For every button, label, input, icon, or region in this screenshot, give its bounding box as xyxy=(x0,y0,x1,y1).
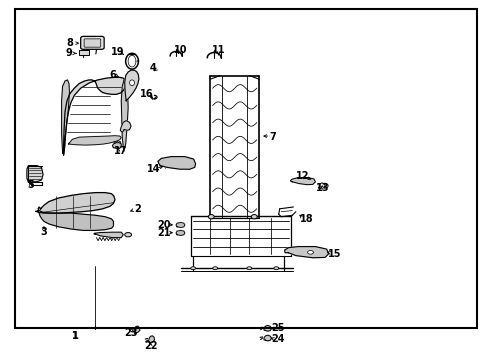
Bar xyxy=(15,9,476,328)
Polygon shape xyxy=(27,166,43,182)
Ellipse shape xyxy=(124,233,131,237)
Text: 2: 2 xyxy=(134,204,141,214)
FancyBboxPatch shape xyxy=(79,50,88,55)
Text: 3: 3 xyxy=(41,227,47,237)
Text: 6: 6 xyxy=(109,69,116,80)
Text: 11: 11 xyxy=(211,45,225,55)
Ellipse shape xyxy=(116,141,118,143)
Ellipse shape xyxy=(129,80,134,86)
Text: 18: 18 xyxy=(300,213,313,224)
Polygon shape xyxy=(61,80,69,153)
FancyBboxPatch shape xyxy=(84,39,101,47)
Text: 14: 14 xyxy=(146,164,160,174)
Polygon shape xyxy=(112,143,121,148)
Text: 1: 1 xyxy=(72,330,79,341)
Polygon shape xyxy=(290,177,315,185)
Text: 4: 4 xyxy=(149,63,156,73)
Text: 7: 7 xyxy=(269,132,276,142)
Ellipse shape xyxy=(246,267,251,270)
Polygon shape xyxy=(36,211,113,230)
Text: 21: 21 xyxy=(157,228,170,238)
Ellipse shape xyxy=(119,141,121,143)
Text: 5: 5 xyxy=(27,180,34,190)
Text: 12: 12 xyxy=(296,171,309,181)
Ellipse shape xyxy=(307,251,313,254)
Text: 15: 15 xyxy=(327,249,341,259)
Polygon shape xyxy=(94,232,123,238)
Polygon shape xyxy=(264,335,271,341)
Text: 24: 24 xyxy=(270,334,284,344)
FancyBboxPatch shape xyxy=(81,36,104,49)
Ellipse shape xyxy=(208,215,214,219)
Polygon shape xyxy=(68,136,121,145)
Ellipse shape xyxy=(251,215,257,219)
Polygon shape xyxy=(63,77,126,155)
Text: 23: 23 xyxy=(124,328,138,338)
Text: 8: 8 xyxy=(66,38,73,48)
Ellipse shape xyxy=(273,267,278,270)
Polygon shape xyxy=(284,247,328,258)
Polygon shape xyxy=(176,222,184,228)
Polygon shape xyxy=(158,157,195,169)
Text: 1: 1 xyxy=(72,330,79,341)
Polygon shape xyxy=(134,326,140,333)
Text: 20: 20 xyxy=(157,220,170,230)
Text: 9: 9 xyxy=(65,48,72,58)
Ellipse shape xyxy=(190,267,195,270)
Ellipse shape xyxy=(212,267,217,270)
Text: 10: 10 xyxy=(174,45,187,55)
Text: 17: 17 xyxy=(114,146,127,156)
Text: 16: 16 xyxy=(140,89,153,99)
Text: 19: 19 xyxy=(110,47,124,57)
Text: 25: 25 xyxy=(270,323,284,333)
Text: 13: 13 xyxy=(315,183,329,193)
Polygon shape xyxy=(38,193,115,213)
Ellipse shape xyxy=(114,141,116,143)
Text: 22: 22 xyxy=(143,341,157,351)
Polygon shape xyxy=(120,121,131,132)
Polygon shape xyxy=(148,336,154,343)
Polygon shape xyxy=(124,70,139,101)
Polygon shape xyxy=(121,79,128,151)
Polygon shape xyxy=(176,230,184,235)
Polygon shape xyxy=(264,325,271,331)
